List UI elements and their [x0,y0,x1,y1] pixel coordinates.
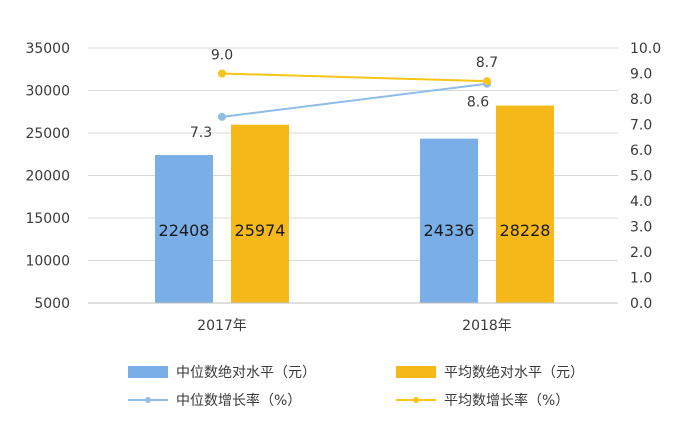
left-tick-label: 20000 [25,169,70,185]
right-y-axis: 0.0 1.0 2.0 3.0 4.0 5.0 6.0 7.0 8.0 9.0 10.0 [630,41,661,312]
bar-value-label: 24336 [424,221,475,240]
left-tick-label: 10000 [25,254,70,270]
legend-marker [145,397,151,403]
right-tick-label: 3.0 [630,220,652,236]
bar [231,124,289,303]
bar [420,138,478,303]
bar [496,105,554,303]
left-tick-label: 35000 [25,41,70,57]
right-tick-label: 0.0 [630,296,652,312]
legend-label: 平均数增长率（%） [444,392,569,409]
legend-swatch [396,366,436,378]
bar-value-label: 28228 [500,221,551,240]
left-tick-label: 5000 [34,296,70,312]
series-line [221,82,488,118]
line-value-label: 8.6 [467,95,489,111]
legend-marker [413,397,419,403]
line-point [218,69,226,78]
left-y-axis: 5000 10000 15000 20000 25000 30000 35000 [25,41,70,312]
category-label: 2017年 [197,318,247,334]
right-tick-label: 10.0 [630,41,661,57]
x-axis: 2017年 2018年 [88,302,618,334]
right-tick-label: 5.0 [630,169,652,185]
line-point [218,112,226,121]
lines: 7.3 8.6 9.0 8.7 [190,48,498,141]
right-tick-label: 1.0 [630,271,652,287]
legend-swatch [128,366,168,378]
line-value-label: 9.0 [211,48,233,64]
line-value-label: 8.7 [476,55,498,71]
right-tick-label: 7.0 [630,118,652,134]
legend-label: 中位数绝对水平（元） [176,365,316,381]
legend: 中位数绝对水平（元） 平均数绝对水平（元） 中位数增长率（%） 平均数增长率（%） [128,365,584,409]
bars: 22408 24336 25974 28228 [155,105,554,303]
line-value-label: 7.3 [190,125,212,141]
left-tick-label: 15000 [25,211,70,227]
legend-label: 中位数增长率（%） [176,392,301,409]
left-tick-label: 25000 [25,126,70,142]
line-point [483,77,491,86]
bar-value-label: 22408 [159,221,210,240]
category-label: 2018年 [462,318,512,334]
bar [155,155,213,303]
series-line [221,72,488,83]
right-tick-label: 9.0 [630,67,652,83]
right-tick-label: 4.0 [630,194,652,210]
left-tick-label: 30000 [25,84,70,100]
legend-label: 平均数绝对水平（元） [444,365,584,381]
right-tick-label: 2.0 [630,245,652,261]
right-tick-label: 6.0 [630,143,652,159]
right-tick-label: 8.0 [630,92,652,108]
bar-value-label: 25974 [235,221,286,240]
